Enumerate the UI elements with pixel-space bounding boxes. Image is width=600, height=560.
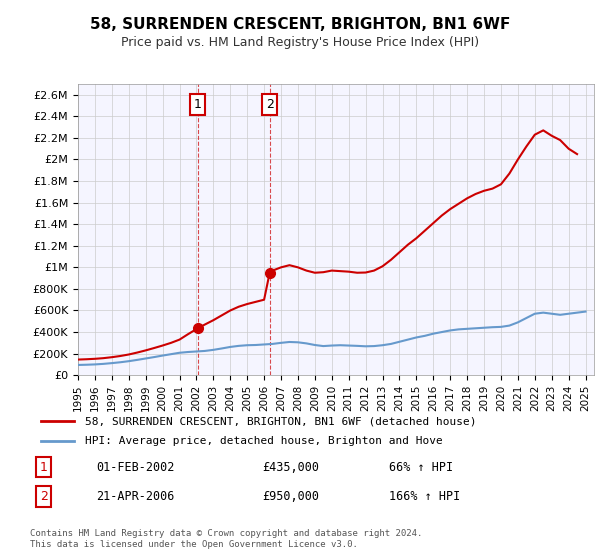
Text: 58, SURRENDEN CRESCENT, BRIGHTON, BN1 6WF (detached house): 58, SURRENDEN CRESCENT, BRIGHTON, BN1 6W… bbox=[85, 417, 476, 426]
Text: 2: 2 bbox=[40, 490, 48, 503]
Text: 01-FEB-2002: 01-FEB-2002 bbox=[96, 461, 175, 474]
Text: £950,000: £950,000 bbox=[262, 490, 319, 503]
Text: 166% ↑ HPI: 166% ↑ HPI bbox=[389, 490, 460, 503]
Text: 58, SURRENDEN CRESCENT, BRIGHTON, BN1 6WF: 58, SURRENDEN CRESCENT, BRIGHTON, BN1 6W… bbox=[90, 17, 510, 32]
Text: 66% ↑ HPI: 66% ↑ HPI bbox=[389, 461, 453, 474]
Text: HPI: Average price, detached house, Brighton and Hove: HPI: Average price, detached house, Brig… bbox=[85, 436, 443, 446]
Text: £435,000: £435,000 bbox=[262, 461, 319, 474]
Text: 21-APR-2006: 21-APR-2006 bbox=[96, 490, 175, 503]
Text: Price paid vs. HM Land Registry's House Price Index (HPI): Price paid vs. HM Land Registry's House … bbox=[121, 36, 479, 49]
Text: 1: 1 bbox=[40, 461, 48, 474]
Text: 1: 1 bbox=[194, 98, 202, 111]
Text: Contains HM Land Registry data © Crown copyright and database right 2024.
This d: Contains HM Land Registry data © Crown c… bbox=[30, 529, 422, 549]
Text: 2: 2 bbox=[266, 98, 274, 111]
